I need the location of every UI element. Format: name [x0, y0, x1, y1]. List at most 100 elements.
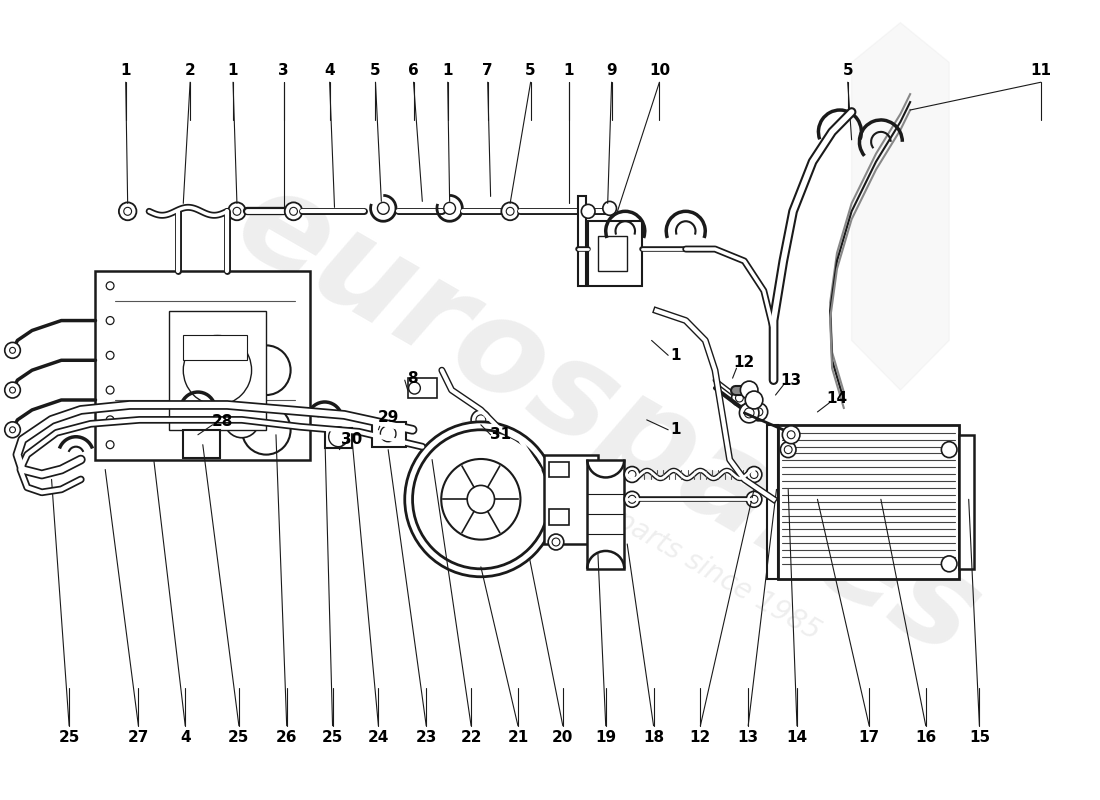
Text: 30: 30 [341, 432, 363, 447]
Text: 20: 20 [552, 730, 573, 745]
Circle shape [107, 441, 114, 449]
Circle shape [233, 207, 241, 215]
Bar [598, 236, 627, 271]
Bar [544, 454, 598, 544]
Circle shape [289, 207, 297, 215]
Text: 18: 18 [644, 730, 664, 745]
Text: 8: 8 [407, 370, 418, 386]
Bar [579, 197, 586, 286]
Text: 17: 17 [859, 730, 880, 745]
Circle shape [124, 207, 132, 215]
Text: 28: 28 [211, 414, 233, 430]
Circle shape [784, 446, 792, 454]
Circle shape [107, 282, 114, 290]
Bar [372, 422, 406, 446]
Text: 1: 1 [442, 63, 453, 78]
Text: 1: 1 [671, 348, 681, 363]
Circle shape [780, 442, 796, 458]
Bar [408, 378, 437, 398]
Circle shape [441, 459, 520, 540]
Text: 26: 26 [276, 730, 297, 745]
Bar [324, 428, 352, 448]
Text: 14: 14 [826, 390, 847, 406]
Circle shape [942, 556, 957, 572]
Text: 25: 25 [58, 730, 80, 745]
Circle shape [4, 422, 20, 438]
Text: a passion for parts since 1985: a passion for parts since 1985 [449, 412, 826, 646]
Bar [549, 510, 569, 525]
Text: 22: 22 [460, 730, 482, 745]
Text: 27: 27 [128, 730, 150, 745]
Bar [779, 425, 959, 578]
Circle shape [412, 430, 549, 569]
Circle shape [405, 422, 557, 577]
Text: 11: 11 [1031, 63, 1052, 78]
Text: 12: 12 [734, 354, 755, 370]
Text: 2: 2 [185, 63, 196, 78]
Circle shape [788, 430, 795, 438]
Text: 5: 5 [371, 63, 381, 78]
Circle shape [224, 362, 260, 398]
Circle shape [10, 427, 15, 433]
Text: 4: 4 [180, 730, 190, 745]
Circle shape [552, 538, 560, 546]
Circle shape [119, 202, 136, 220]
Circle shape [746, 466, 762, 482]
Circle shape [471, 410, 491, 430]
Circle shape [782, 426, 800, 444]
Circle shape [736, 394, 744, 402]
Text: 12: 12 [690, 730, 711, 745]
Text: 23: 23 [416, 730, 437, 745]
Circle shape [582, 204, 595, 218]
Circle shape [942, 442, 957, 458]
Circle shape [409, 382, 420, 394]
Text: 21: 21 [507, 730, 529, 745]
Circle shape [740, 381, 758, 399]
Circle shape [285, 202, 303, 220]
Text: 31: 31 [490, 427, 510, 442]
Text: 7: 7 [483, 63, 493, 78]
Circle shape [603, 202, 616, 215]
Circle shape [107, 317, 114, 325]
Circle shape [732, 390, 747, 406]
Bar [959, 434, 974, 569]
Circle shape [107, 351, 114, 359]
Circle shape [755, 408, 762, 416]
Circle shape [750, 495, 758, 503]
Circle shape [4, 342, 20, 358]
Circle shape [4, 382, 20, 398]
Circle shape [242, 346, 290, 395]
Circle shape [107, 386, 114, 394]
Text: 19: 19 [595, 730, 616, 745]
Circle shape [502, 202, 519, 220]
Text: 1: 1 [228, 63, 239, 78]
Text: 1: 1 [671, 422, 681, 438]
Bar [588, 222, 641, 286]
Text: 10: 10 [649, 63, 670, 78]
Text: eurospares: eurospares [214, 156, 1001, 683]
Text: 13: 13 [738, 730, 759, 745]
Circle shape [242, 405, 290, 454]
Circle shape [628, 470, 636, 478]
Circle shape [224, 402, 260, 438]
Text: 25: 25 [322, 730, 343, 745]
Bar [184, 335, 246, 360]
Bar [549, 462, 569, 478]
Bar [767, 425, 779, 578]
Text: 25: 25 [228, 730, 250, 745]
Text: 6: 6 [408, 63, 419, 78]
Text: 3: 3 [278, 63, 289, 78]
Circle shape [476, 415, 486, 425]
Circle shape [750, 403, 768, 421]
Text: 16: 16 [915, 730, 936, 745]
Circle shape [506, 207, 514, 215]
Circle shape [750, 470, 758, 478]
Circle shape [746, 391, 762, 409]
Text: 5: 5 [843, 63, 852, 78]
Text: 9: 9 [606, 63, 617, 78]
Circle shape [745, 408, 754, 418]
Circle shape [10, 387, 15, 393]
Circle shape [625, 491, 640, 507]
Bar [96, 271, 310, 459]
Bar [168, 310, 266, 430]
